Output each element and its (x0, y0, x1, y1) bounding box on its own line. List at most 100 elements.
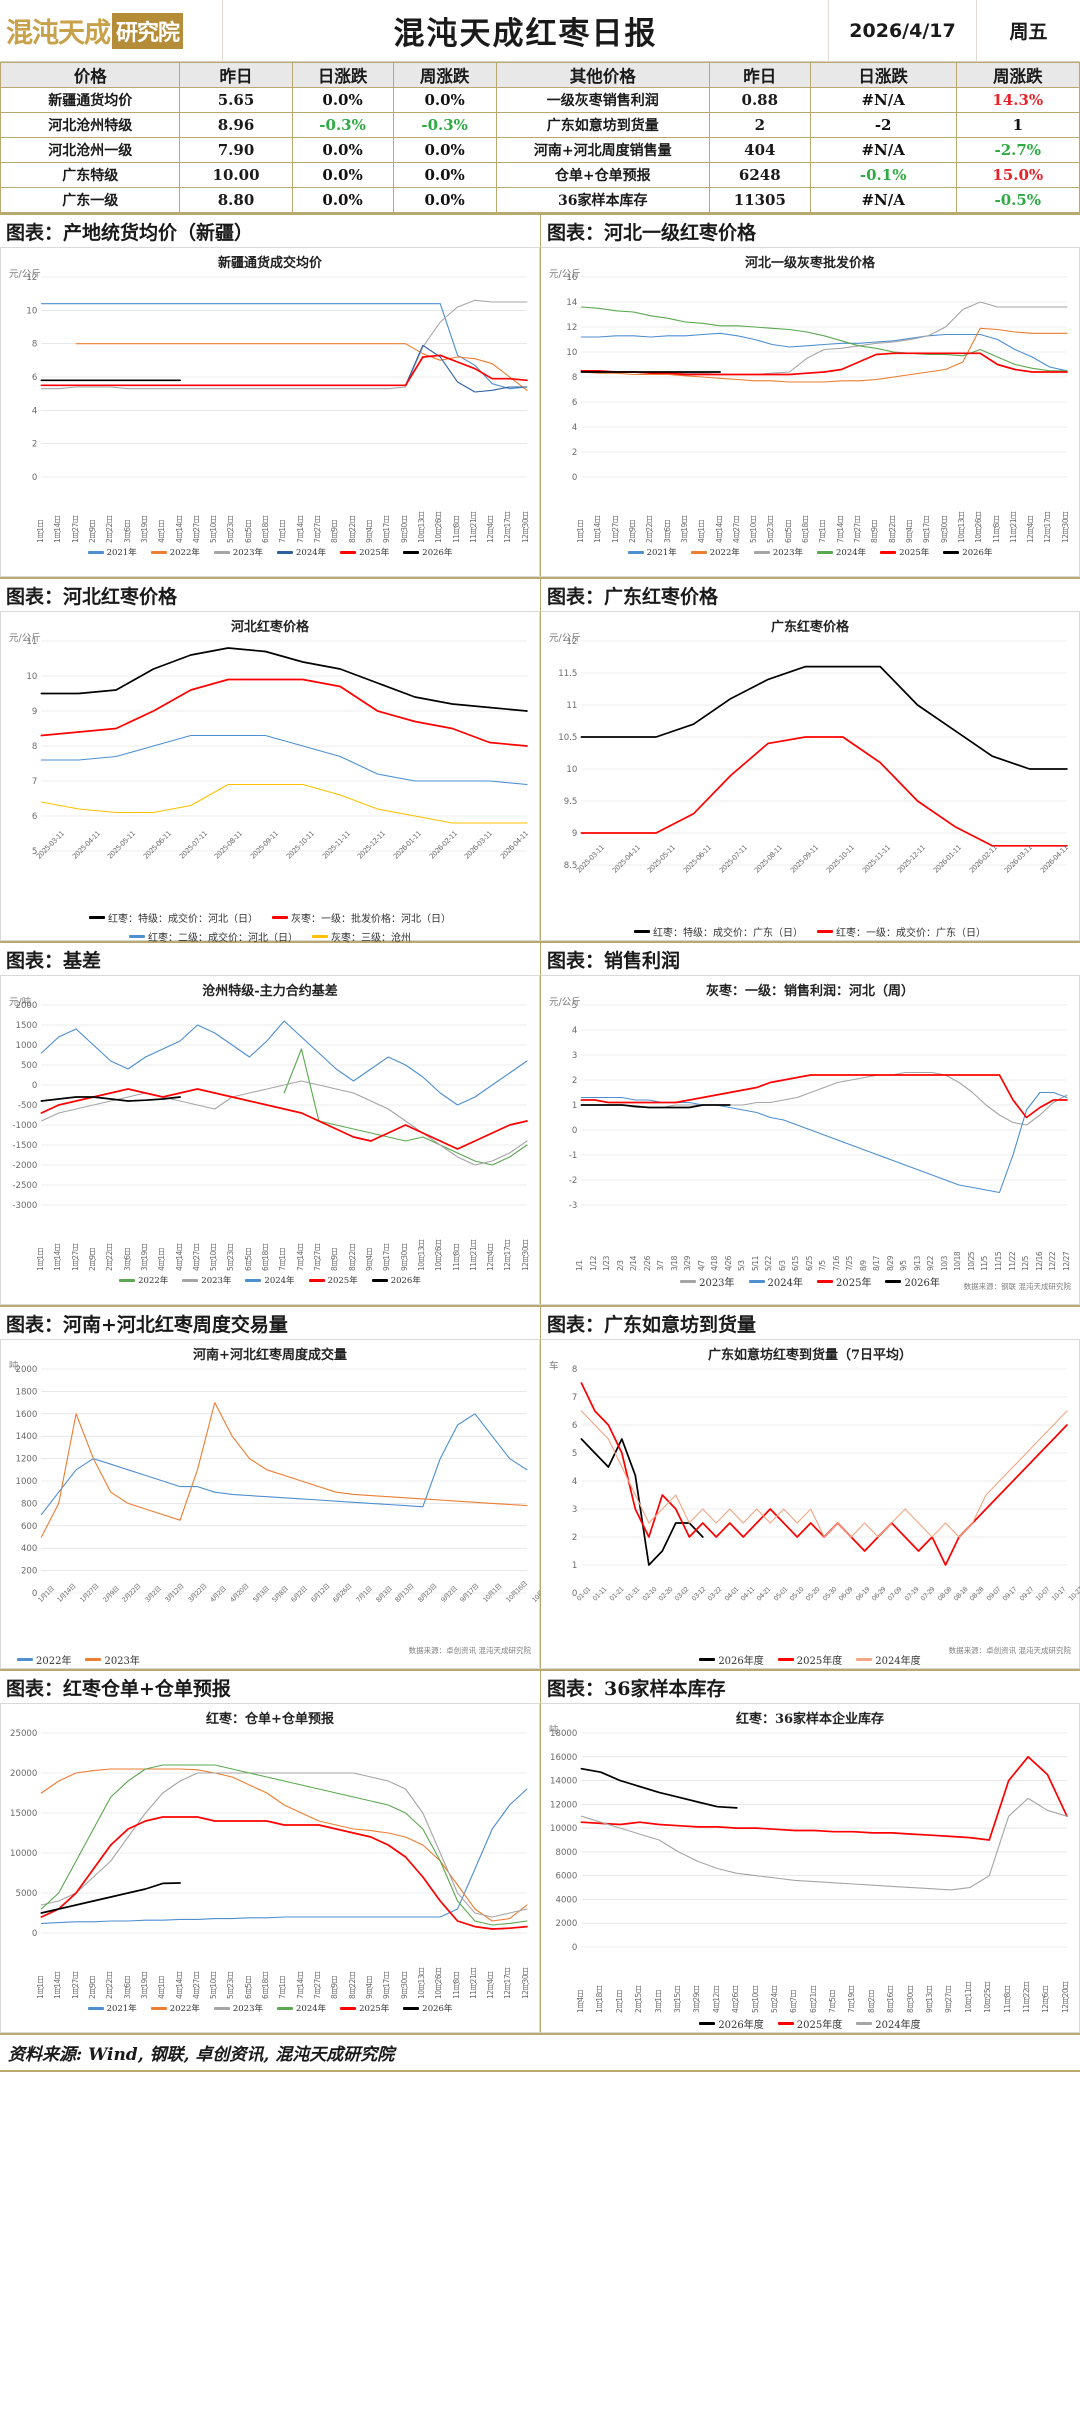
x-tick-label: 3月6日 (122, 1976, 132, 1999)
chart-basis: 沧州特级-主力合约基差 元/吨 -3000 -2500 -2000 -1500 -1000-… (0, 975, 540, 1305)
legend-item[interactable]: 2026年 (371, 1274, 421, 1286)
x-tick-label: 6/25 (804, 1256, 814, 1271)
x-tick-label: 12月4日 (486, 1244, 496, 1271)
legend-item[interactable]: 2022年 (150, 2002, 200, 2014)
legend-item[interactable]: 红枣：一级：成交价：广东（日） (817, 924, 986, 939)
section-title: 图表：基差 (6, 950, 102, 972)
legend-item[interactable]: 2026年度 (699, 2016, 764, 2031)
legend-item[interactable]: 2025年 (817, 1274, 871, 1289)
legend-item[interactable]: 2025年 (340, 546, 389, 558)
legend-item[interactable]: 2023年 (680, 1274, 735, 1289)
legend-label: 红枣：特级：成交价：广东（日） (653, 928, 803, 939)
x-tick-label: 11月21日 (468, 511, 478, 543)
x-tick-label: 12月30日 (520, 1967, 530, 1999)
section-title-band: 图表：红枣仓单+仓单预报 图表：36家样本库存 (0, 1669, 1080, 1703)
x-tick-label: 2/26 (642, 1256, 652, 1271)
legend-item[interactable]: 2023年 (85, 1652, 140, 1667)
legend-label: 2025年 (836, 1278, 872, 1289)
legend-color-swatch (753, 550, 770, 554)
x-tick-label: 11月8日 (991, 516, 1001, 543)
legend-item[interactable]: 2024年度 (856, 1652, 921, 1667)
legend-item[interactable]: 2023年 (213, 546, 263, 558)
x-tick-label: 9月13日 (925, 1986, 935, 2013)
legend-item[interactable]: 2026年度 (699, 1652, 764, 1667)
legend-item[interactable]: 2021年 (87, 546, 137, 558)
legend-item[interactable]: 2023年 (213, 2002, 263, 2014)
svg-text:3: 3 (572, 1051, 577, 1061)
x-tick-label: 3月29日 (692, 1986, 702, 2013)
chart-x-axis-labels: 1月1日 1月14日 1月27日 2月9日 2月22日 3月6日 3月19日 4月1日 4月14… (1, 481, 539, 543)
svg-text:1400: 1400 (16, 1432, 38, 1442)
legend-item[interactable]: 2021年 (87, 2002, 137, 2014)
legend-item[interactable]: 2025年度 (777, 2016, 842, 2031)
legend-item[interactable]: 2025年 (340, 2002, 389, 2014)
other-weekly-change: -2.7% (955, 137, 1080, 163)
legend-item[interactable]: 2022年 (119, 1274, 168, 1286)
x-tick-label: 3/29 (683, 1256, 693, 1271)
x-tick-label: 4月1日 (157, 520, 167, 543)
legend-item[interactable]: 2026年 (403, 546, 452, 558)
legend-item[interactable]: 2022年 (690, 546, 740, 558)
legend-item[interactable]: 2024年 (748, 1274, 803, 1289)
chart-legend: 2021年 2022年 2023年 2024年 2025年 2026年 (1, 543, 539, 562)
legend-item[interactable]: 2026年 (885, 1274, 940, 1289)
x-tick-label: 5月23日 (226, 516, 236, 543)
legend-item[interactable]: 2024年 (817, 546, 866, 558)
svg-text:12: 12 (566, 323, 577, 333)
legend-item[interactable]: 2024年度 (856, 2016, 921, 2031)
legend-item[interactable]: 2022年 (150, 546, 200, 558)
legend-item[interactable]: 红枣：二级：成交价：河北（日） (129, 929, 298, 944)
x-tick-label: 7月1日 (278, 1976, 288, 1999)
x-tick-label: 2月22日 (105, 1244, 115, 1271)
legend-color-swatch (182, 1278, 199, 1282)
legend-item[interactable]: 2024年 (277, 2002, 326, 2014)
summary-table: 价格 昨日 日涨跌 周涨跌 其他价格 昨日 日涨跌 周涨跌 新疆通货均价 5.65… (0, 62, 1080, 213)
legend-item[interactable]: 灰枣：三级：沧州 (312, 929, 411, 944)
svg-text:8: 8 (32, 742, 37, 752)
svg-text:0: 0 (572, 1126, 577, 1136)
x-tick-label: 5月10日 (209, 1972, 219, 1999)
x-tick-label: 1月27日 (70, 516, 80, 543)
legend-item[interactable]: 红枣：特级：成交价：河北（日） (89, 910, 258, 925)
chart-legend: 2021年 2022年 2023年 2024年 2025年 2026年 (1, 1999, 539, 2018)
x-tick-label: 12月30日 (520, 511, 530, 543)
x-tick-label: 6月18日 (261, 1972, 271, 1999)
x-tick-label: 10月26日 (434, 1967, 444, 1999)
legend-label: 2021年 (646, 548, 677, 558)
svg-text:15000: 15000 (10, 1809, 37, 1819)
x-tick-label: 11/22 (1007, 1251, 1017, 1271)
daily-change: -0.3% (291, 112, 394, 138)
legend-item[interactable]: 2026年 (943, 546, 992, 558)
legend-item[interactable]: 2023年 (753, 546, 803, 558)
legend-item[interactable]: 2025年 (880, 546, 929, 558)
legend-item[interactable]: 2022年 (17, 1652, 71, 1667)
x-tick-label: 3月1日 (653, 1990, 663, 2013)
x-tick-label: 3月6日 (662, 520, 672, 543)
legend-item[interactable]: 2024年 (245, 1274, 295, 1286)
legend-color-swatch (777, 1658, 794, 1661)
x-tick-label: 1月14日 (53, 516, 63, 543)
x-tick-label: 3月19日 (679, 516, 689, 543)
svg-text:10000: 10000 (10, 1849, 37, 1859)
legend-item[interactable]: 红枣：特级：成交价：广东（日） (634, 924, 803, 939)
x-tick-label: 10月13日 (956, 511, 966, 543)
legend-item[interactable]: 2025年度 (777, 1652, 842, 1667)
other-weekly-change: 1 (955, 112, 1080, 138)
legend-item[interactable]: 2024年 (277, 546, 326, 558)
x-tick-label: 6月7日 (789, 1990, 799, 2013)
chart-plot-area: 0 5000 10000 15000 20000 25000 (7, 1727, 533, 1937)
legend-item[interactable]: 2021年 (627, 546, 677, 558)
legend-item[interactable]: 灰枣：一级：批发价格：河北（日） (272, 910, 451, 925)
other-daily-change: #N/A (809, 87, 957, 113)
legend-label: 2024年度 (875, 2020, 921, 2031)
x-tick-label: 6月5日 (243, 520, 253, 543)
legend-item[interactable]: 2026年 (403, 2002, 452, 2014)
legend-item[interactable]: 2023年 (182, 1274, 231, 1286)
chart-y-axis-unit: 元/公斤 (549, 269, 581, 280)
report-header: 混沌天成 研究院 混沌天成红枣日报 2026/4/17 周五 (0, 0, 1080, 62)
x-tick-label: 3月6日 (122, 1248, 132, 1271)
x-tick-label: 6月18日 (261, 1244, 271, 1271)
chart-x-axis-labels: 01-01 01-11 01-21 01-31 02-10 02-20 03-02 03-12… (541, 1585, 1080, 1649)
legend-color-swatch (89, 916, 105, 919)
legend-item[interactable]: 2025年 (308, 1274, 358, 1286)
